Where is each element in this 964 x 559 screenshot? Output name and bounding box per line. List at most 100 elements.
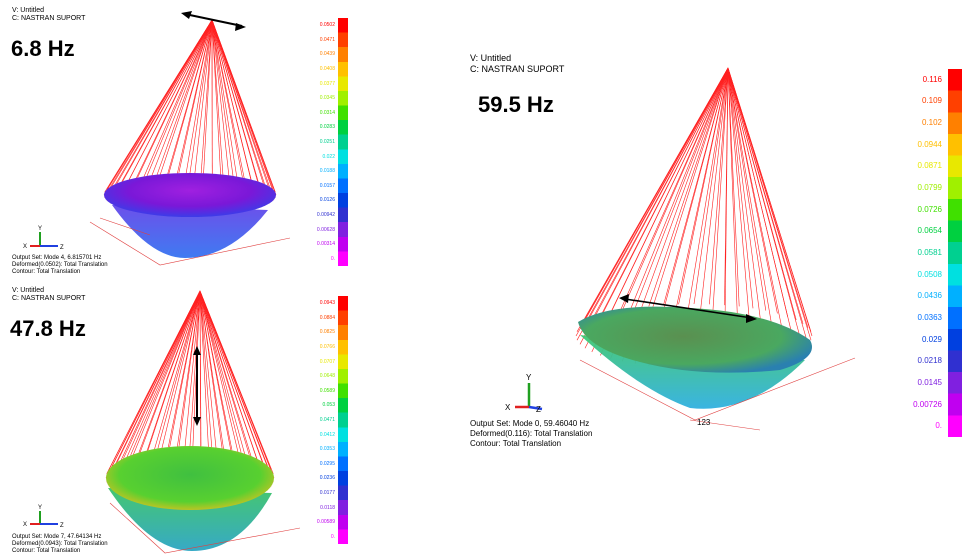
- legend-value: 0.0283: [319, 124, 335, 131]
- arrow-head-up: [193, 346, 201, 355]
- legend-value: 0.00628: [316, 226, 335, 233]
- output-info: Output Set: Mode 0, 59.46040 Hz Deformed…: [470, 419, 592, 449]
- legend-value: 0.116: [922, 74, 942, 84]
- motion-arrow: [184, 13, 243, 27]
- legend-value: 0.0471: [319, 417, 335, 423]
- legend-value: 0.0436: [917, 291, 942, 301]
- view-label: V: Untitled: [12, 287, 45, 294]
- contour-legend: 0.0502 0.0471 0.0439 0.0408 0.0377 0.0345 0.03…: [312, 18, 348, 266]
- deformed-label: Deformed(0.0502): Total Translation: [12, 262, 108, 268]
- triad-z-label: Z: [536, 405, 541, 414]
- legend-value: 0.0943: [319, 300, 335, 307]
- legend-value: 0.00589: [316, 519, 335, 526]
- case-label: C: NASTRAN SUPORT: [12, 15, 86, 22]
- legend-value: 0.0377: [319, 80, 335, 87]
- legend-value: 0.: [330, 255, 335, 262]
- model-view: Y X Z: [23, 290, 301, 554]
- legend-value: 0.0314: [319, 109, 335, 116]
- legend-color-bar: [948, 69, 962, 437]
- mode-panel-47-8hz: V: Untitled C: NASTRAN SUPORT 47.8 Hz Y: [0, 283, 350, 559]
- contour-label: Contour: Total Translation: [12, 548, 81, 554]
- coordinate-triad: Y X Z: [23, 226, 64, 251]
- view-label: V: Untitled: [470, 53, 512, 63]
- output-info: Output Set: Mode 4, 6.815701 Hz Deformed…: [12, 255, 108, 276]
- deformed-label: Deformed(0.116): Total Translation: [470, 429, 593, 438]
- case-label: C: NASTRAN SUPORT: [470, 64, 565, 74]
- frequency-label: 6.8 Hz: [11, 36, 75, 61]
- deformed-label: Deformed(0.0943): Total Translation: [12, 541, 108, 547]
- ground-plane: [109, 502, 301, 554]
- motion-arrow: [624, 298, 753, 319]
- output-set-label: Output Set: Mode 0, 59.46040 Hz: [470, 419, 590, 428]
- arrow-head-left: [619, 294, 629, 303]
- contour-label: Contour: Total Translation: [470, 439, 562, 448]
- dish-surface: [104, 173, 276, 217]
- triad-x-label: X: [505, 403, 511, 412]
- legend-value: 0.053: [322, 402, 335, 409]
- legend-value: 0.0707: [319, 358, 335, 365]
- dish-base: [112, 205, 268, 258]
- legend-value: 0.0118: [320, 504, 335, 511]
- view-label: V: Untitled: [12, 7, 45, 14]
- legend-value: 0.022: [322, 153, 335, 160]
- legend-value: 0.: [330, 533, 335, 540]
- case-label: C: NASTRAN SUPORT: [12, 295, 86, 302]
- legend-value: 0.0353: [319, 446, 335, 453]
- output-info: Output Set: Mode 7, 47.64134 Hz Deformed…: [12, 534, 108, 555]
- legend-value: 0.109: [921, 96, 942, 106]
- arrow-head-right: [235, 23, 246, 31]
- legend-value: 0.0439: [319, 51, 335, 58]
- legend-value: 0.00314: [316, 241, 335, 248]
- legend-value: 0.0654: [917, 226, 942, 236]
- legend-value: 0.0944: [917, 139, 942, 149]
- model-view: Y X Z: [23, 11, 291, 266]
- view-header: V: Untitled C: NASTRAN SUPORT: [12, 287, 85, 303]
- mode-panel-6-8hz: V: Untitled C: NASTRAN SUPORT 6.8 Hz Y: [0, 0, 350, 280]
- output-set-label: Output Set: Mode 7, 47.64134 Hz: [12, 534, 102, 540]
- coordinate-triad: Y X Z: [23, 505, 64, 529]
- ground-plane: [89, 217, 291, 266]
- arrow-head-down: [193, 417, 201, 426]
- view-header: V: Untitled C: NASTRAN SUPORT: [470, 53, 564, 75]
- arrow-head-left: [181, 11, 192, 19]
- legend-value: 0.00726: [913, 399, 942, 409]
- legend-value: 0.0145: [917, 377, 942, 387]
- contour-label: Contour: Total Translation: [12, 269, 81, 275]
- view-header: V: Untitled C: NASTRAN SUPORT: [12, 7, 85, 23]
- legend-value: 0.00942: [316, 211, 335, 218]
- triad-x-label: X: [23, 522, 27, 528]
- legend-value: 0.0412: [319, 431, 335, 438]
- legend-value: 0.0251: [319, 139, 335, 145]
- legend-value: 0.0589: [319, 387, 335, 394]
- dish-surface: [578, 306, 812, 373]
- legend-value: 0.029: [921, 334, 942, 344]
- legend-value: 0.0363: [917, 312, 942, 322]
- legend-value: 0.0188: [319, 168, 335, 175]
- legend-value: 0.0408: [319, 66, 335, 73]
- frequency-label: 47.8 Hz: [10, 316, 86, 341]
- legend-value: 0.0508: [917, 269, 942, 279]
- contour-legend: 0.0943 0.0884 0.0825 0.0766 0.0707 0.0648 0.05…: [312, 296, 348, 544]
- dish-surface: [106, 446, 274, 510]
- output-set-label: Output Set: Mode 4, 6.815701 Hz: [12, 255, 102, 261]
- contour-legend: 0.116 0.109 0.102 0.0944 0.0871 0.0799 0.0726 0…: [900, 69, 962, 437]
- triad-y-label: Y: [38, 505, 42, 511]
- coordinate-triad: Y X Z: [505, 373, 543, 414]
- ground-plane: [579, 357, 856, 431]
- arrow-head-right: [746, 314, 757, 323]
- triad-y-label: Y: [38, 226, 42, 232]
- mode-panel-59-5hz: V: Untitled C: NASTRAN SUPORT 59.5 Hz 12…: [440, 40, 964, 480]
- legend-value: 0.0345: [319, 95, 335, 102]
- triad-y-label: Y: [526, 373, 532, 382]
- triad-x-label: X: [23, 244, 27, 250]
- frequency-label: 59.5 Hz: [478, 92, 554, 117]
- legend-value: 0.0177: [319, 489, 335, 496]
- legend-value: 0.0581: [917, 248, 942, 257]
- legend-value: 0.0218: [917, 356, 942, 366]
- legend-value: 0.0766: [319, 344, 335, 351]
- legend-value: 0.0126: [319, 197, 335, 204]
- legend-value: 0.0726: [917, 204, 942, 214]
- legend-value: 0.0884: [319, 314, 335, 321]
- legend-value: 0.0157: [319, 182, 335, 189]
- legend-value: 0.0295: [319, 460, 335, 467]
